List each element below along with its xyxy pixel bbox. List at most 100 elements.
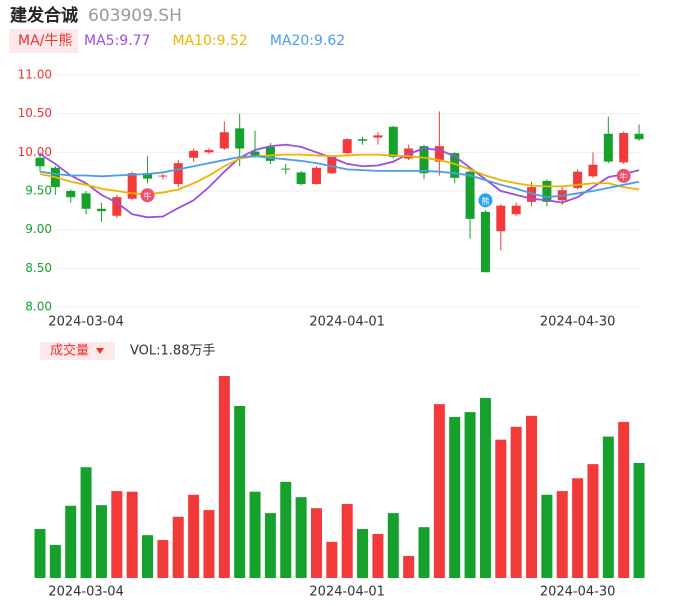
x-tick-label: 2024-03-04: [48, 315, 124, 330]
candle-body: [434, 146, 444, 162]
candle-body: [204, 150, 214, 153]
candle-body: [480, 211, 490, 273]
volume-bar: [479, 398, 491, 578]
volume-bar: [264, 513, 276, 578]
volume-bar: [341, 503, 353, 578]
candle-body: [281, 168, 291, 170]
candle-body: [81, 193, 91, 209]
volume-bar: [65, 505, 77, 578]
candle-body: [127, 173, 137, 199]
candle-body: [327, 156, 337, 174]
candle-body: [143, 173, 153, 179]
volume-bar: [449, 417, 461, 578]
volume-bar: [142, 535, 154, 578]
signal-label: 熊: [481, 196, 489, 206]
legend-entry: MA5:9.77: [84, 33, 150, 49]
volume-bar: [172, 516, 184, 578]
candle-body: [35, 157, 45, 167]
candle-body: [311, 167, 321, 185]
candle-body: [219, 132, 229, 149]
volume-bar: [310, 508, 322, 578]
volume-bar: [280, 481, 292, 578]
candle-body: [419, 146, 429, 174]
indicator-button-bg[interactable]: [9, 29, 78, 53]
y-tick-label: 9.00: [25, 222, 52, 236]
volume-button-bg[interactable]: [40, 342, 115, 360]
ma-line: [39, 155, 640, 199]
candle-body: [542, 180, 552, 202]
candle-body: [342, 139, 352, 154]
volume-button[interactable]: 成交量: [50, 343, 89, 359]
stock-code: 603909.SH: [88, 6, 182, 26]
volume-bar: [587, 464, 599, 578]
volume-bar: [111, 491, 123, 578]
ma-line: [39, 153, 640, 195]
candle-body: [189, 150, 199, 158]
volume-bar: [541, 494, 553, 578]
volume-bar: [80, 467, 92, 578]
volume-bar: [556, 491, 568, 578]
candle-body: [573, 171, 583, 188]
volume-bar: [157, 540, 169, 578]
stock-name: 建发合诚: [10, 5, 78, 26]
candle-body: [66, 191, 76, 198]
volume-bar: [495, 439, 507, 578]
volume-bar: [572, 478, 584, 578]
volume-bar: [326, 541, 338, 578]
legend-entry: MA20:9.62: [270, 33, 345, 49]
x-tick-label: 2024-04-01: [309, 585, 385, 600]
candle-body: [619, 133, 629, 163]
candle-body: [173, 163, 183, 185]
dropdown-arrow[interactable]: [96, 348, 104, 354]
candle-body: [112, 197, 122, 216]
volume-bar: [602, 436, 614, 578]
legend: MA5:9.77 MA10:9.52 MA20:9.62: [84, 33, 345, 49]
volume-bar: [203, 510, 215, 578]
y-tick-label: 10.00: [18, 145, 52, 159]
y-tick-label: 10.50: [18, 106, 52, 120]
volume-bar: [234, 405, 246, 578]
volume-bar: [387, 513, 399, 578]
x-tick-label: 2024-04-30: [540, 315, 616, 330]
candle-body: [265, 146, 275, 161]
volume-bar: [526, 415, 538, 578]
y-tick-label: 8.50: [25, 261, 52, 275]
x-tick-label: 2024-03-04: [48, 585, 124, 600]
candle-body: [358, 139, 368, 141]
volume-bar: [295, 497, 307, 578]
candle-body: [373, 135, 383, 138]
volume-bar: [357, 529, 369, 578]
candle-body: [527, 187, 537, 202]
volume-bar: [418, 527, 430, 578]
volume-bar: [510, 426, 522, 578]
x-tick-label: 2024-04-01: [309, 315, 385, 330]
indicator-button[interactable]: MA/牛熊: [18, 33, 72, 49]
candle-body: [465, 171, 475, 219]
signal-badge: [616, 168, 631, 183]
volume-bar: [403, 555, 415, 578]
candle-body: [588, 164, 598, 177]
candle-body: [603, 133, 613, 162]
candle-body: [250, 151, 260, 156]
volume-bar: [34, 529, 46, 578]
volume-bar: [218, 376, 230, 578]
x-tick-label: 2024-04-30: [540, 585, 616, 600]
volume-bar: [464, 412, 476, 578]
candle-body: [96, 208, 106, 212]
volume-bar: [95, 505, 107, 578]
candle-body: [511, 205, 521, 215]
signal-badge: [478, 193, 493, 208]
y-tick-label: 9.50: [25, 184, 52, 198]
ma-line: [39, 143, 640, 219]
y-tick-label: 8.00: [25, 300, 52, 314]
signal-badge: [140, 188, 155, 203]
candle-body: [496, 205, 506, 232]
volume-bar: [249, 491, 261, 578]
candle-body: [388, 126, 398, 157]
volume-bar: [49, 544, 61, 578]
y-tick-label: 11.00: [18, 68, 52, 82]
legend-entry: MA10:9.52: [172, 33, 247, 49]
candle-body: [634, 133, 644, 140]
signal-label: 牛: [144, 191, 152, 201]
